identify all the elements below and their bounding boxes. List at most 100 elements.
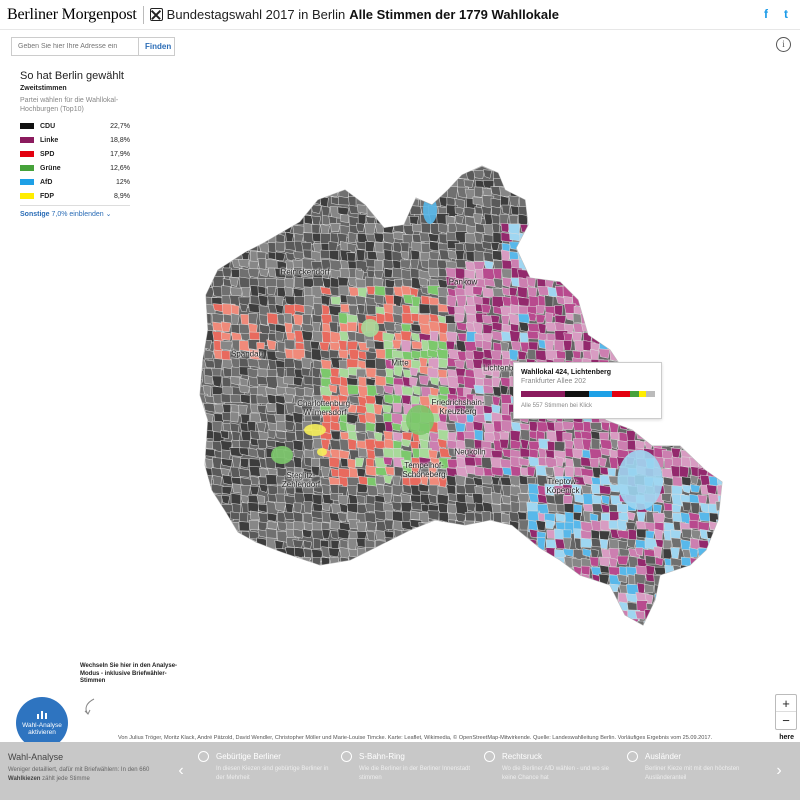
polling-area[interactable] xyxy=(221,486,233,495)
polling-area[interactable] xyxy=(456,439,466,451)
polling-area[interactable] xyxy=(653,180,664,193)
polling-area[interactable] xyxy=(283,169,295,181)
polling-area[interactable] xyxy=(321,593,334,603)
polling-area[interactable] xyxy=(725,431,737,444)
polling-area[interactable] xyxy=(454,214,464,225)
polling-area[interactable] xyxy=(607,332,622,347)
polling-area[interactable] xyxy=(535,305,546,315)
polling-area[interactable] xyxy=(202,249,213,260)
polling-area[interactable] xyxy=(663,594,677,607)
polling-area[interactable] xyxy=(194,195,207,205)
polling-area[interactable] xyxy=(265,555,278,568)
polling-area[interactable] xyxy=(672,269,682,280)
polling-area[interactable] xyxy=(428,619,441,633)
polling-area[interactable] xyxy=(328,169,340,179)
show-others-link[interactable]: Sonstige 7,0% einblenden ⌄ xyxy=(20,210,130,218)
polling-area[interactable] xyxy=(384,547,398,560)
polling-area[interactable] xyxy=(706,420,721,435)
polling-area[interactable] xyxy=(706,297,716,311)
polling-area[interactable] xyxy=(337,528,351,540)
polling-area[interactable] xyxy=(571,277,581,288)
polling-area[interactable] xyxy=(716,241,725,252)
polling-area[interactable] xyxy=(447,593,459,605)
polling-area[interactable] xyxy=(428,573,440,584)
polling-area[interactable] xyxy=(608,456,619,470)
polling-area[interactable] xyxy=(392,267,404,279)
polling-area[interactable] xyxy=(545,629,556,642)
polling-area[interactable] xyxy=(609,213,622,227)
polling-area[interactable] xyxy=(195,521,207,534)
polling-area[interactable] xyxy=(716,566,726,578)
polling-area[interactable] xyxy=(267,429,277,439)
polling-area[interactable] xyxy=(437,601,448,614)
polling-area[interactable] xyxy=(420,601,431,611)
polling-area[interactable] xyxy=(196,475,208,490)
polling-area[interactable] xyxy=(553,169,565,181)
polling-area[interactable] xyxy=(661,493,672,503)
polling-area[interactable] xyxy=(689,314,699,327)
polling-area[interactable] xyxy=(403,612,417,621)
polling-area[interactable] xyxy=(275,619,287,630)
polling-area[interactable] xyxy=(627,303,641,316)
polling-area[interactable] xyxy=(644,628,655,638)
polling-area[interactable] xyxy=(212,215,224,225)
polling-area[interactable] xyxy=(653,276,666,287)
polling-area[interactable] xyxy=(509,602,522,616)
polling-area[interactable] xyxy=(691,196,701,210)
polling-area[interactable] xyxy=(312,170,322,182)
polling-area[interactable] xyxy=(337,512,348,523)
polling-area[interactable] xyxy=(194,630,207,639)
polling-area[interactable] xyxy=(339,170,350,181)
polling-area[interactable] xyxy=(392,566,406,576)
polling-area[interactable] xyxy=(500,583,511,593)
polling-area[interactable] xyxy=(419,395,431,408)
polling-area[interactable] xyxy=(329,286,340,297)
polling-area[interactable] xyxy=(643,620,653,633)
polling-area[interactable] xyxy=(410,547,422,561)
polling-area[interactable] xyxy=(627,340,639,351)
polling-area[interactable] xyxy=(329,629,341,641)
polling-area[interactable] xyxy=(619,295,629,304)
polling-area[interactable] xyxy=(726,531,734,543)
polling-area[interactable] xyxy=(367,574,380,585)
polling-area[interactable] xyxy=(680,278,691,288)
polling-area[interactable] xyxy=(248,574,258,587)
polling-area[interactable] xyxy=(527,621,541,631)
polling-area[interactable] xyxy=(573,206,584,217)
polling-area[interactable] xyxy=(220,495,231,505)
polling-area[interactable] xyxy=(727,440,739,449)
polling-area[interactable] xyxy=(547,170,557,182)
polling-area[interactable] xyxy=(257,503,268,513)
polling-area[interactable] xyxy=(266,593,278,604)
polling-area[interactable] xyxy=(211,618,222,631)
polling-area[interactable] xyxy=(663,403,674,416)
polling-area[interactable] xyxy=(698,366,710,378)
polling-area[interactable] xyxy=(347,231,358,244)
polling-area[interactable] xyxy=(256,592,269,607)
polling-area[interactable] xyxy=(212,584,225,596)
polling-area[interactable] xyxy=(664,619,674,629)
polling-area[interactable] xyxy=(681,267,692,279)
polling-area[interactable] xyxy=(259,620,272,630)
polling-area[interactable] xyxy=(202,512,217,524)
polling-area[interactable] xyxy=(706,330,720,343)
polling-area[interactable] xyxy=(383,179,396,189)
polling-area[interactable] xyxy=(222,520,233,533)
polling-area[interactable] xyxy=(375,573,386,587)
polling-area[interactable] xyxy=(238,384,250,394)
polling-area[interactable] xyxy=(554,231,567,245)
polling-area[interactable] xyxy=(419,548,429,560)
polling-area[interactable] xyxy=(337,593,349,606)
nav-item[interactable]: Rechtsruck Wo die Berliner AfD wählen - u… xyxy=(478,742,621,800)
polling-area[interactable] xyxy=(643,305,653,317)
polling-area[interactable] xyxy=(590,285,601,295)
polling-area[interactable] xyxy=(220,430,229,440)
polling-area[interactable] xyxy=(618,205,630,218)
polling-area[interactable] xyxy=(616,313,626,324)
polling-area[interactable] xyxy=(258,348,268,360)
polling-area[interactable] xyxy=(213,528,223,542)
polling-area[interactable] xyxy=(727,196,736,206)
polling-area[interactable] xyxy=(195,305,205,319)
polling-area[interactable] xyxy=(481,475,494,485)
polling-area[interactable] xyxy=(529,601,543,615)
